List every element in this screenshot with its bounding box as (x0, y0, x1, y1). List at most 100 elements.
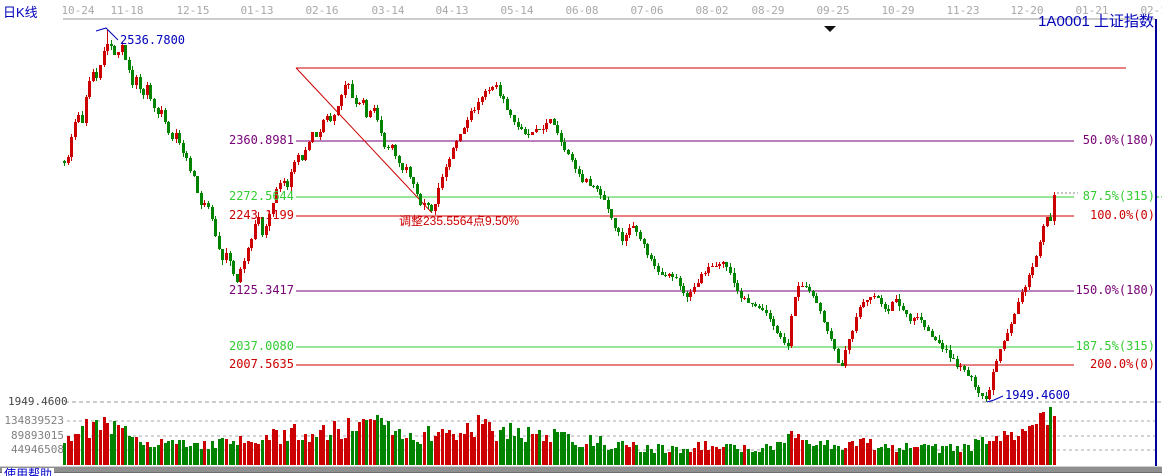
candle-body (401, 163, 404, 170)
candle-body (653, 259, 656, 266)
candle-body (985, 396, 988, 399)
candle-body (1017, 302, 1020, 314)
candle-body (200, 193, 203, 205)
candle-body (455, 141, 458, 148)
volume-bar (229, 444, 232, 465)
volume-bar (254, 443, 257, 465)
candle-body (563, 142, 566, 150)
candle-body (927, 327, 930, 331)
candle-body (337, 106, 340, 115)
volume-bar (621, 441, 624, 465)
candle-body (308, 142, 311, 150)
status-bar (0, 466, 1162, 473)
candle-body (189, 158, 192, 171)
candle-wick (752, 303, 753, 307)
volume-bar (308, 442, 311, 465)
candle-body (967, 370, 970, 376)
candle-body (560, 133, 563, 142)
candle-body (445, 167, 448, 177)
price-level-label: 2037.0080 (228, 339, 294, 353)
candle-body (567, 150, 570, 154)
volume-bar (898, 448, 901, 465)
volume-bar (1003, 431, 1006, 465)
candle-body (661, 272, 664, 275)
volume-bar (1017, 436, 1020, 465)
candle-body (466, 120, 469, 128)
volume-bar (574, 445, 577, 465)
volume-bar (614, 448, 617, 465)
bottom-help-link[interactable]: 使用帮助 (2, 468, 55, 476)
volume-bar (1049, 407, 1052, 465)
volume-bar (668, 452, 671, 465)
candle-body (859, 307, 862, 317)
volume-bar (841, 450, 844, 465)
volume-bar (491, 431, 494, 465)
candle-body (639, 232, 642, 239)
candle-wick (716, 262, 717, 266)
volume-bar (99, 430, 102, 465)
candle-body (722, 262, 725, 264)
volume-bar (326, 440, 329, 465)
volume-bar (329, 435, 332, 465)
volume-bar (218, 439, 221, 465)
date-tick-label: 04-13 (435, 4, 469, 17)
candle-body (679, 278, 682, 286)
candle-body (607, 200, 610, 209)
candle-body (117, 52, 120, 55)
candle-body (164, 110, 167, 122)
volume-bar (355, 431, 358, 465)
candle-body (643, 239, 646, 244)
volume-bar (837, 446, 840, 465)
candle-body (815, 296, 818, 303)
volume-bar (1028, 426, 1031, 465)
volume-bar (286, 441, 289, 465)
candle-body (535, 129, 538, 132)
candle-body (77, 115, 80, 122)
volume-bar (178, 440, 181, 465)
candle-body (779, 333, 782, 337)
volume-bar (704, 441, 707, 465)
volume-bar (902, 450, 905, 465)
volume-bar (617, 442, 620, 465)
volume-bar (337, 429, 340, 465)
volume-bar (412, 440, 415, 465)
volume-axis-label: 134839523 (4, 414, 64, 427)
volume-bar (110, 434, 113, 465)
volume-bar (520, 438, 523, 465)
candle-body (99, 65, 102, 78)
volume-bar (905, 443, 908, 465)
volume-bar (643, 452, 646, 465)
volume-bar (175, 444, 178, 465)
date-tick-label: 07-06 (630, 4, 664, 17)
candle-body (772, 319, 775, 326)
volume-bar (646, 445, 649, 465)
symbol-code: 1A0001 (1038, 13, 1090, 30)
volume-bar (124, 426, 127, 465)
volume-bar (693, 448, 696, 465)
volume-bar (275, 430, 278, 465)
candle-body (178, 133, 181, 143)
volume-bar (563, 432, 566, 465)
volume-bar (268, 440, 271, 465)
candle-body (574, 160, 577, 169)
candle-body (477, 102, 480, 110)
candle-body (902, 306, 905, 310)
candle-body (351, 84, 354, 98)
candle-body (423, 203, 426, 205)
candle-body (981, 393, 984, 396)
candle-body (211, 207, 214, 219)
volume-bar (855, 446, 858, 465)
candle-body (877, 296, 880, 298)
candle-body (855, 317, 858, 331)
candle-body (740, 291, 743, 298)
candle-body (675, 277, 678, 278)
candle-body (491, 87, 494, 90)
candle-body (761, 308, 764, 310)
candle-body (311, 132, 314, 142)
volume-bar (585, 444, 588, 465)
volume-bar (333, 421, 336, 465)
volume-bar (959, 452, 962, 465)
volume-bar (823, 445, 826, 465)
candle-body (488, 90, 491, 91)
